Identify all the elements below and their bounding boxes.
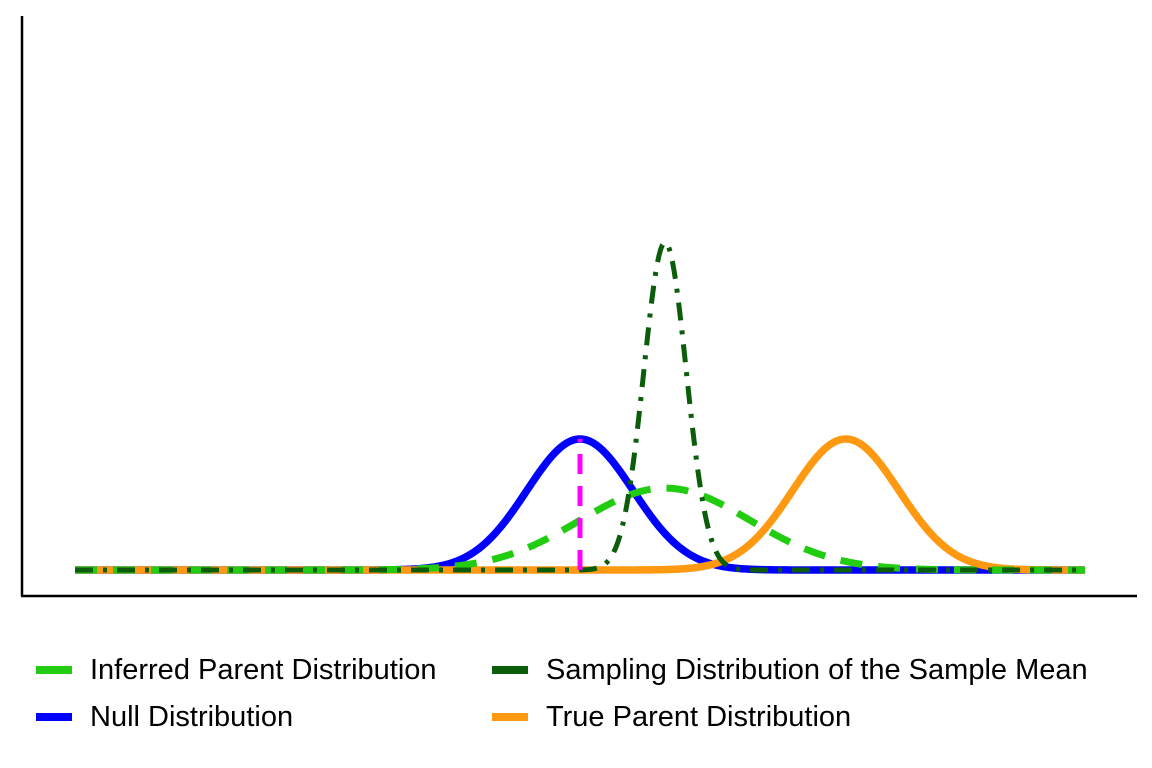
legend-label: True Parent Distribution <box>546 700 852 733</box>
legend-swatch <box>36 666 72 674</box>
legend-item-inferred-parent: Inferred Parent Distribution <box>36 648 437 692</box>
legend-item-true-parent: True Parent Distribution <box>492 695 851 739</box>
legend-label: Sampling Distribution of the Sample Mean <box>546 653 1088 686</box>
legend-label: Null Distribution <box>90 700 294 733</box>
legend-label: Inferred Parent Distribution <box>90 653 437 686</box>
legend-swatch <box>36 713 72 721</box>
legend-item-sampling-distribution: Sampling Distribution of the Sample Mean <box>492 648 1088 692</box>
chart-legend: Inferred Parent Distribution Sampling Di… <box>36 648 1146 758</box>
legend-swatch <box>492 666 528 674</box>
chart-plot <box>20 16 1137 598</box>
legend-swatch <box>492 713 528 721</box>
legend-item-null-distribution: Null Distribution <box>36 695 293 739</box>
